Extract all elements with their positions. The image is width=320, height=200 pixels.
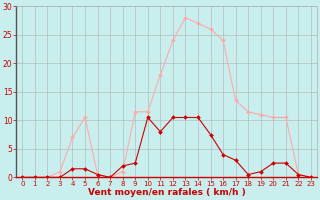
X-axis label: Vent moyen/en rafales ( km/h ): Vent moyen/en rafales ( km/h ) [88,188,245,197]
